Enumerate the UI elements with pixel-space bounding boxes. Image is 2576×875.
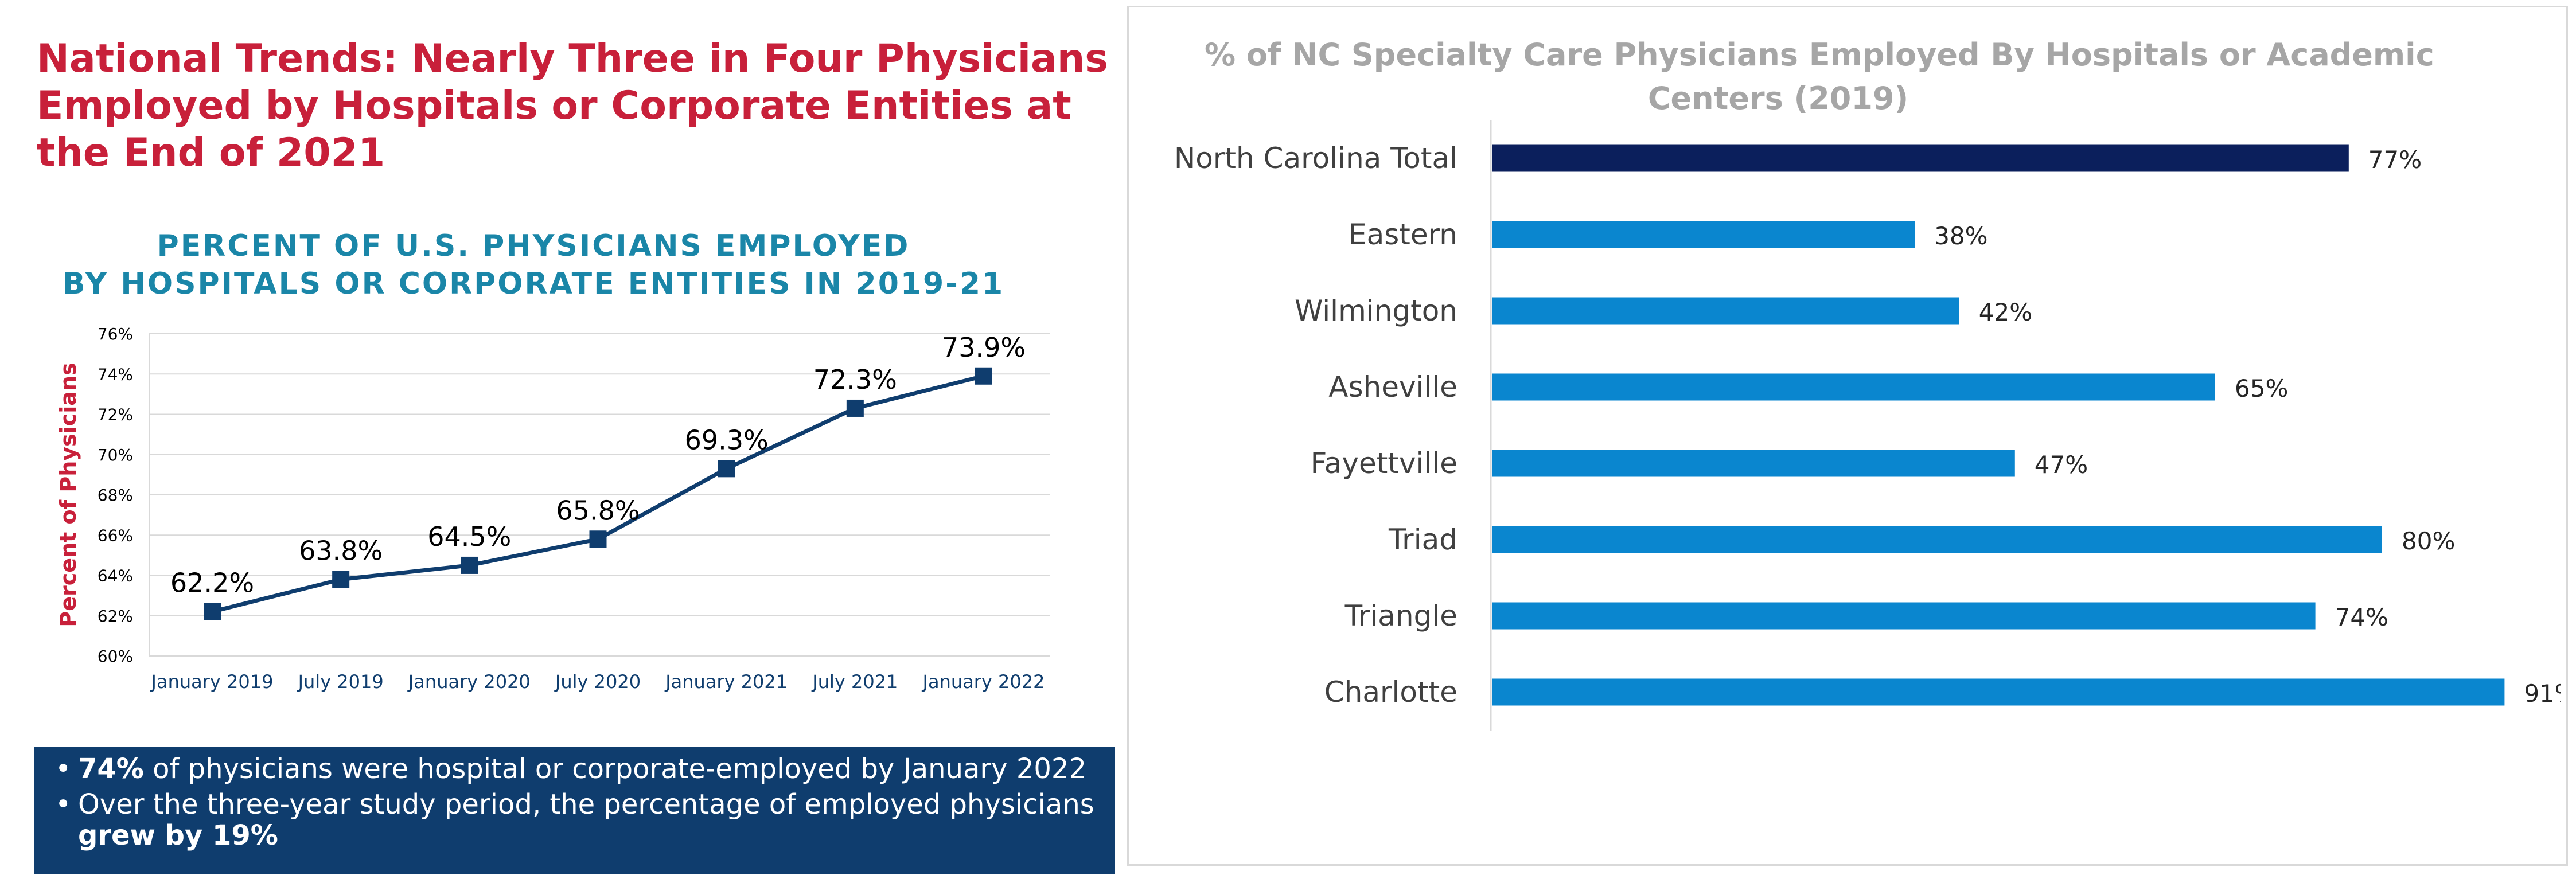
- finding-bold: 74%: [78, 753, 144, 785]
- bar-chart-title: % of NC Specialty Care Physicians Employ…: [1205, 33, 2434, 120]
- bar: [1492, 526, 2382, 553]
- category-label: Eastern: [1349, 218, 1457, 251]
- data-label: 72.3%: [813, 364, 897, 395]
- y-tick-label: 72%: [98, 405, 133, 424]
- category-label: Triangle: [1344, 599, 1457, 632]
- data-label: 63.8%: [299, 536, 383, 567]
- bar-chart-title-line: Centers (2019): [1647, 80, 1909, 116]
- bar-data-label: 77%: [2368, 146, 2422, 174]
- data-point-marker: [204, 603, 221, 620]
- data-label: 65.8%: [556, 495, 640, 526]
- data-point-marker: [589, 530, 607, 548]
- series-line: [212, 374, 984, 614]
- bar: [1492, 144, 2349, 172]
- x-tick-label: January 2020: [407, 671, 531, 693]
- data-point-marker: [461, 556, 478, 574]
- bar-chart: North Carolina Total 77% Eastern 38% Wilming…: [1174, 120, 2561, 731]
- category-label: Charlotte: [1324, 675, 1457, 709]
- x-tick-label: January 2022: [922, 671, 1045, 693]
- line-chart-title: PERCENT OF U.S. PHYSICIANS EMPLOYED BY H…: [46, 227, 1021, 303]
- data-point-marker: [846, 399, 864, 417]
- y-tick-label: 60%: [98, 647, 133, 666]
- data-label: 64.5%: [427, 521, 511, 552]
- x-tick-label: January 2019: [150, 671, 274, 693]
- bullet-dot: •: [55, 788, 72, 821]
- bar: [1492, 297, 1959, 325]
- bar: [1492, 678, 2505, 706]
- bar-data-label: 42%: [1979, 298, 2032, 326]
- bar: [1492, 373, 2215, 401]
- y-tick-label: 70%: [98, 446, 133, 464]
- bar-chart-title-line: % of NC Specialty Care Physicians Employ…: [1205, 37, 2434, 73]
- bar: [1492, 221, 1915, 248]
- bar-chart-panel: [1127, 6, 2568, 866]
- data-label: 69.3%: [685, 424, 769, 455]
- category-label: North Carolina Total: [1174, 142, 1457, 175]
- main-title-line: Employed by Hospitals or Corporate Entit…: [37, 83, 1071, 128]
- bar-data-label: 74%: [2335, 603, 2388, 631]
- bar-data-label: 47%: [2035, 451, 2088, 479]
- y-tick-label: 66%: [98, 526, 133, 545]
- finding-bullet: • 74% of physicians were hospital or corp…: [52, 753, 1098, 784]
- data-point-marker: [332, 571, 350, 588]
- line-chart: 60% 62% 64% 66% 68% 70% 72% 74% 76% Percent of Ph…: [56, 325, 1050, 693]
- category-label: Triad: [1388, 523, 1457, 556]
- category-label: Wilmington: [1295, 294, 1457, 327]
- line-chart-title-line: PERCENT OF U.S. PHYSICIANS EMPLOYED: [157, 229, 910, 263]
- finding-bullet: • Over the three-year study period, the p…: [52, 789, 1098, 851]
- key-findings-box: • 74% of physicians were hospital or corp…: [34, 747, 1115, 874]
- finding-text: of physicians were hospital or corporate…: [143, 753, 1086, 785]
- y-tick-label: 74%: [98, 365, 133, 384]
- x-tick-label: January 2021: [664, 671, 788, 693]
- data-label: 73.9%: [942, 332, 1026, 363]
- y-tick-label: 62%: [98, 607, 133, 626]
- data-point-marker: [718, 460, 735, 478]
- bullet-dot: •: [55, 753, 72, 785]
- bar-data-label: 38%: [1934, 222, 1987, 250]
- x-tick-label: July 2020: [554, 671, 641, 693]
- finding-bold: grew by 19%: [78, 819, 278, 851]
- category-label: Fayettville: [1311, 447, 1457, 480]
- bar: [1492, 450, 2015, 477]
- y-tick-label: 76%: [98, 325, 133, 343]
- bar-data-label: 80%: [2402, 527, 2455, 555]
- data-point-marker: [975, 367, 992, 385]
- category-label: Asheville: [1328, 370, 1457, 404]
- data-label: 62.2%: [170, 568, 254, 599]
- y-tick-label: 68%: [98, 486, 133, 505]
- x-tick-label: July 2021: [811, 671, 898, 693]
- y-tick-label: 64%: [98, 567, 133, 585]
- finding-text: Over the three-year study period, the pe…: [78, 788, 1094, 821]
- x-tick-label: July 2019: [297, 671, 384, 693]
- y-axis-label: Percent of Physicians: [56, 362, 81, 627]
- main-title: National Trends: Nearly Three in Four Ph…: [37, 36, 1127, 177]
- bar: [1492, 602, 2316, 630]
- main-title-line: National Trends: Nearly Three in Four Ph…: [37, 36, 1108, 81]
- main-title-line: the End of 2021: [37, 130, 385, 175]
- bar-data-label: 91%: [2524, 679, 2561, 708]
- line-chart-title-line: BY HOSPITALS OR CORPORATE ENTITIES IN 20…: [62, 267, 1005, 301]
- bar-data-label: 65%: [2235, 374, 2288, 403]
